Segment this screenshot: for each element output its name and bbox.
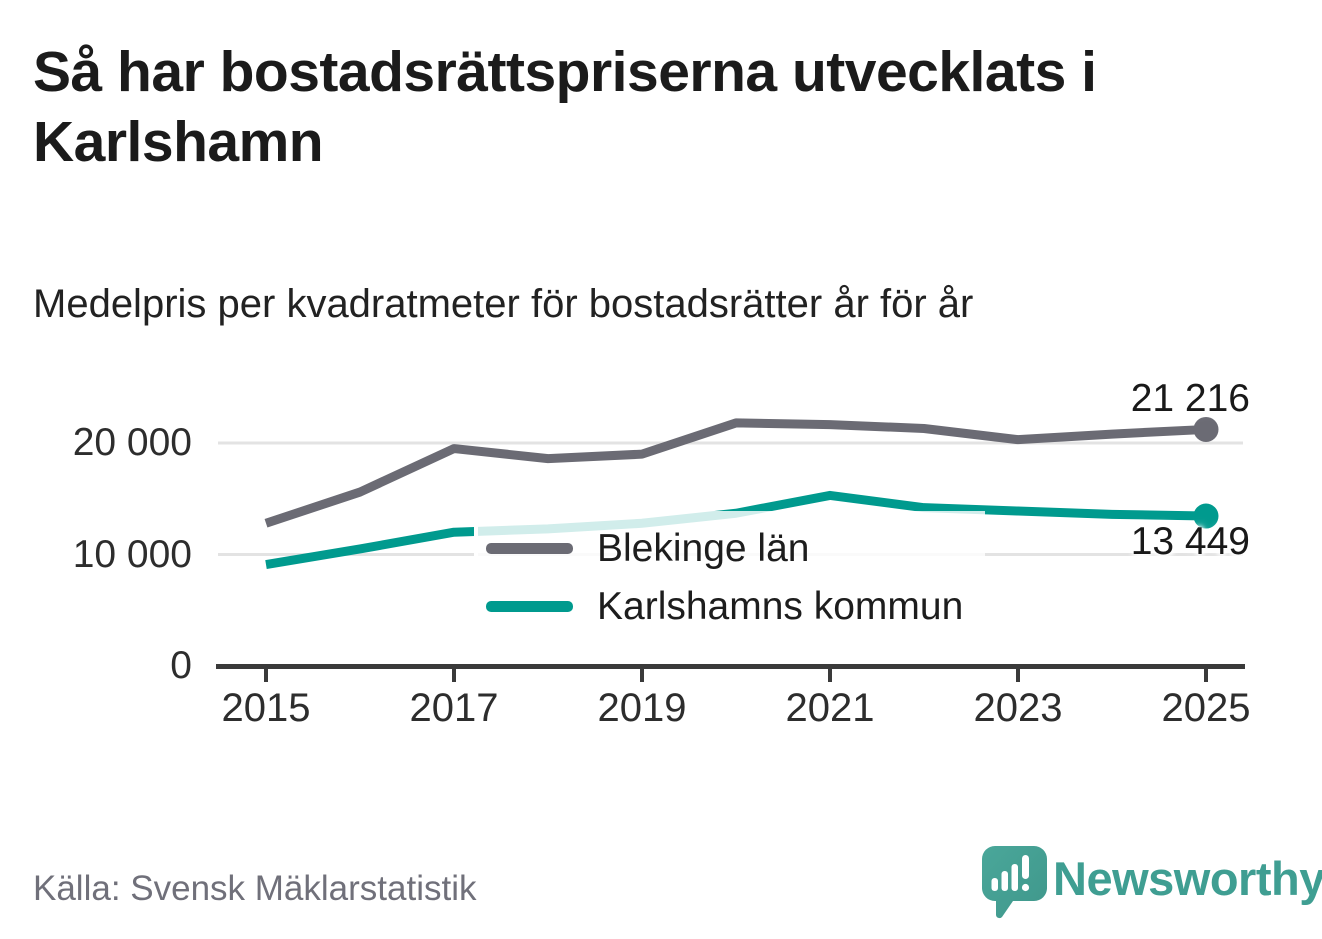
legend-label-blekinge: Blekinge län xyxy=(597,526,810,570)
newsworthy-wordmark: Newsworthy xyxy=(1053,852,1322,905)
series-end-dot-0 xyxy=(1193,416,1219,442)
legend-label-karlshamn: Karlshamns kommun xyxy=(597,584,964,628)
speech-bubble-bar-chart-icon xyxy=(982,846,1047,919)
source-attribution: Källa: Svensk Mäklarstatistik xyxy=(33,869,477,908)
end-value-label-karlshamn: 13 449 xyxy=(1130,520,1250,563)
chart-title: Så har bostadsrättspriserna utvecklats i… xyxy=(33,40,1097,174)
newsworthy-logo: Newsworthy xyxy=(975,838,1322,930)
legend-item-karlshamn: Karlshamns kommun xyxy=(486,585,985,627)
chart-subtitle: Medelpris per kvadratmeter för bostadsrä… xyxy=(33,282,974,326)
legend-line-swatch-blekinge xyxy=(486,542,573,554)
end-value-label-blekinge: 21 216 xyxy=(1130,377,1250,420)
series-line-0 xyxy=(264,418,1207,528)
legend-line-swatch-karlshamn xyxy=(486,600,573,612)
series-end-dot-1 xyxy=(1193,503,1219,529)
chart-legend: Blekinge län Karlshamns kommun xyxy=(474,511,985,648)
legend-item-blekinge: Blekinge län xyxy=(486,527,985,569)
